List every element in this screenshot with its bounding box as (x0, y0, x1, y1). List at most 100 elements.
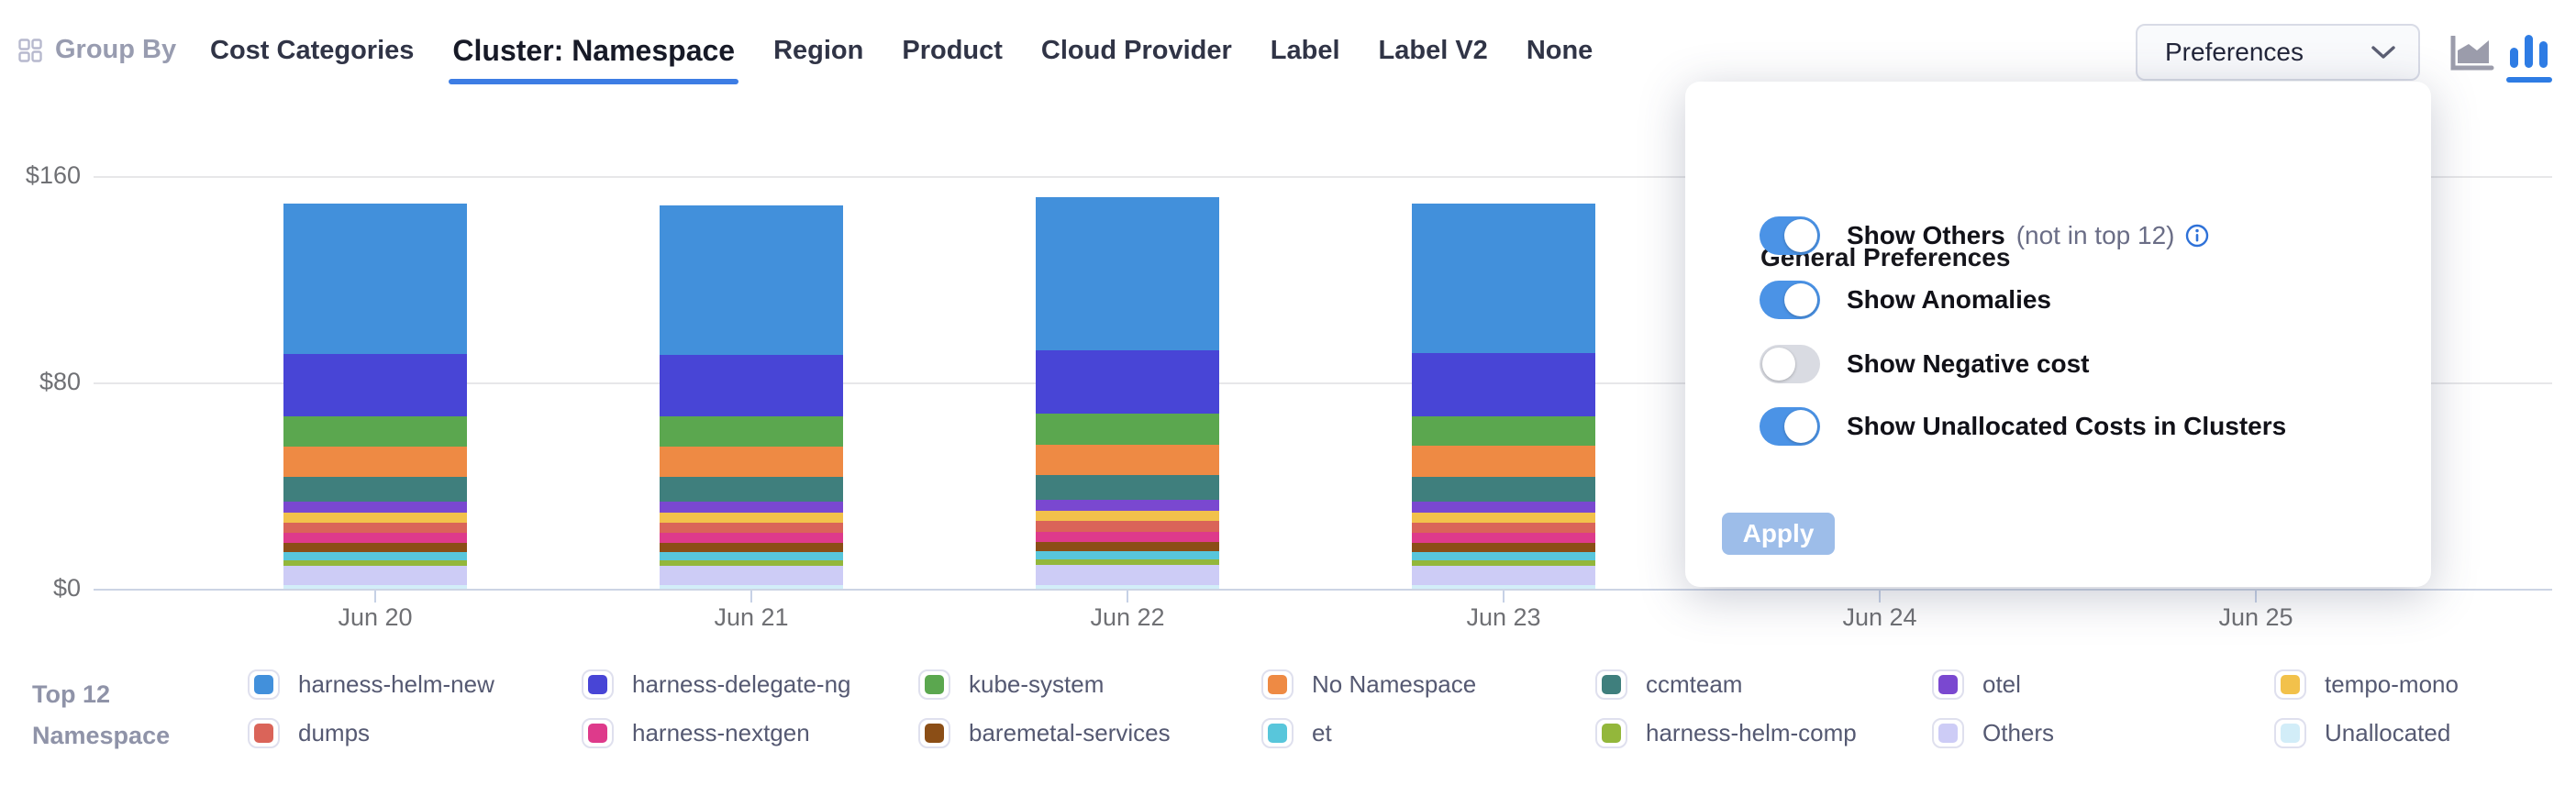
stacked-bar[interactable] (1036, 196, 1219, 589)
legend-swatch-box (1595, 669, 1627, 700)
legend-swatch-box (2274, 718, 2306, 748)
legend-item[interactable]: et (1261, 718, 1332, 748)
bar-segment (1036, 511, 1219, 522)
toggle-switch[interactable] (1760, 281, 1820, 319)
legend-item-label: baremetal-services (969, 719, 1171, 746)
bar-segment (1412, 353, 1595, 416)
group-by-tab[interactable]: Cost Categories (210, 35, 415, 65)
gridline-160 (94, 176, 2552, 178)
toggle-label: Show Unallocated Costs in Clusters (1847, 412, 2287, 440)
bar-segment (1412, 415, 1595, 447)
legend-item-label: otel (1982, 670, 2021, 698)
toggle-label: Show Negative cost (1847, 349, 2090, 378)
bar-segment (1412, 501, 1595, 513)
legend-swatch-box (1932, 718, 1964, 748)
bar-segment (1036, 558, 1219, 565)
legend-item[interactable]: baremetal-services (918, 718, 1171, 748)
legend-item-label: Unallocated (2325, 719, 2451, 746)
legend-item[interactable]: harness-helm-comp (1595, 718, 1857, 748)
legend-swatch-box (582, 718, 614, 748)
toggle-knob (1784, 283, 1817, 316)
apply-button[interactable]: Apply (1722, 513, 1835, 555)
group-by-tab[interactable]: None (1526, 35, 1593, 65)
x-axis-date-label: Jun 25 (2218, 603, 2293, 631)
bar-segment (1412, 522, 1595, 533)
group-by-tab[interactable]: Label (1270, 35, 1340, 65)
legend-item[interactable]: ccmteam (1595, 669, 1742, 700)
toggle-label: Show Others (1847, 221, 2005, 249)
legend-item[interactable]: Others (1932, 718, 2054, 748)
group-by-tab[interactable]: Region (773, 35, 864, 65)
preferences-dropdown-button[interactable]: Preferences (2136, 24, 2420, 81)
x-axis-tick (2255, 591, 2257, 603)
bar-segment (660, 542, 843, 553)
info-icon[interactable] (2185, 224, 2209, 248)
legend-swatch (588, 675, 607, 694)
legend-item-label: harness-helm-comp (1646, 719, 1857, 746)
group-by-tab[interactable]: Cloud Provider (1040, 35, 1232, 65)
group-by-grid-icon (18, 38, 42, 62)
stacked-bar[interactable] (1412, 203, 1595, 589)
legend-item[interactable]: tempo-mono (2274, 669, 2459, 700)
legend-swatch (254, 724, 273, 743)
group-by-control: Group By (18, 35, 176, 65)
bar-segment (1412, 542, 1595, 552)
legend-swatch-box (918, 718, 950, 748)
legend-item[interactable]: harness-helm-new (248, 669, 494, 700)
bar-segment (283, 560, 467, 566)
legend-item[interactable]: harness-nextgen (582, 718, 810, 748)
x-axis-tick (1503, 591, 1505, 603)
stacked-bar[interactable] (283, 204, 467, 589)
legend-swatch (1602, 675, 1621, 694)
bar-segment (283, 585, 467, 589)
toggle-label: Show Anomalies (1847, 285, 2052, 314)
legend-swatch-box (1261, 718, 1294, 748)
toggle-switch[interactable] (1760, 407, 1820, 446)
bar-segment (1412, 446, 1595, 477)
x-axis-date-label: Jun 22 (1090, 603, 1165, 631)
stacked-bar[interactable] (660, 205, 843, 589)
group-by-tab[interactable]: Cluster: Namespace (449, 30, 738, 84)
bar-segment (1036, 550, 1219, 559)
bar-segment (660, 416, 843, 448)
area-chart-icon[interactable] (2450, 36, 2494, 71)
legend-item[interactable]: Unallocated (2274, 718, 2450, 748)
x-axis-date-label: Jun 24 (1842, 603, 1917, 631)
bar-segment (1036, 584, 1219, 589)
toggle-switch[interactable] (1760, 216, 1820, 255)
legend-swatch (254, 675, 273, 694)
legend-item[interactable]: kube-system (918, 669, 1104, 700)
legend-item[interactable]: harness-delegate-ng (582, 669, 851, 700)
bar-segment (283, 523, 467, 533)
bar-segment (660, 565, 843, 586)
toggle-knob (1784, 410, 1817, 443)
legend-item[interactable]: otel (1932, 669, 2021, 700)
x-axis-tick (1127, 591, 1128, 603)
bar-segment (660, 447, 843, 478)
bar-segment (660, 205, 843, 355)
x-axis-date-label: Jun 23 (1466, 603, 1541, 631)
bar-chart-icon[interactable] (2508, 33, 2550, 72)
bar-segment (660, 523, 843, 534)
legend-item[interactable]: No Namespace (1261, 669, 1476, 700)
y-axis-tick-label: $80 (39, 368, 81, 395)
legend-item-label: et (1312, 719, 1332, 746)
bar-segment (1412, 559, 1595, 566)
group-by-tabs: Cost Categories Cluster: Namespace Region P… (208, 0, 1594, 101)
chevron-down-icon (2371, 46, 2395, 59)
legend-item[interactable]: dumps (248, 718, 370, 748)
group-by-tab[interactable]: Label V2 (1378, 35, 1488, 65)
bar-segment (1036, 196, 1219, 351)
legend-title: Top 12 Namespace (32, 680, 171, 749)
bar-segment (660, 533, 843, 543)
preference-toggle-row: Show Unallocated Costs in Clusters (1760, 406, 2286, 447)
bar-segment (283, 532, 467, 543)
bar-segment (1036, 531, 1219, 542)
bar-segment (1036, 350, 1219, 415)
toggle-switch[interactable] (1760, 345, 1820, 383)
bar-segment (283, 501, 467, 514)
bar-segment (660, 552, 843, 561)
group-by-tab[interactable]: Product (902, 35, 1003, 65)
legend-swatch (1268, 724, 1287, 743)
legend-item-label: Others (1982, 719, 2055, 746)
